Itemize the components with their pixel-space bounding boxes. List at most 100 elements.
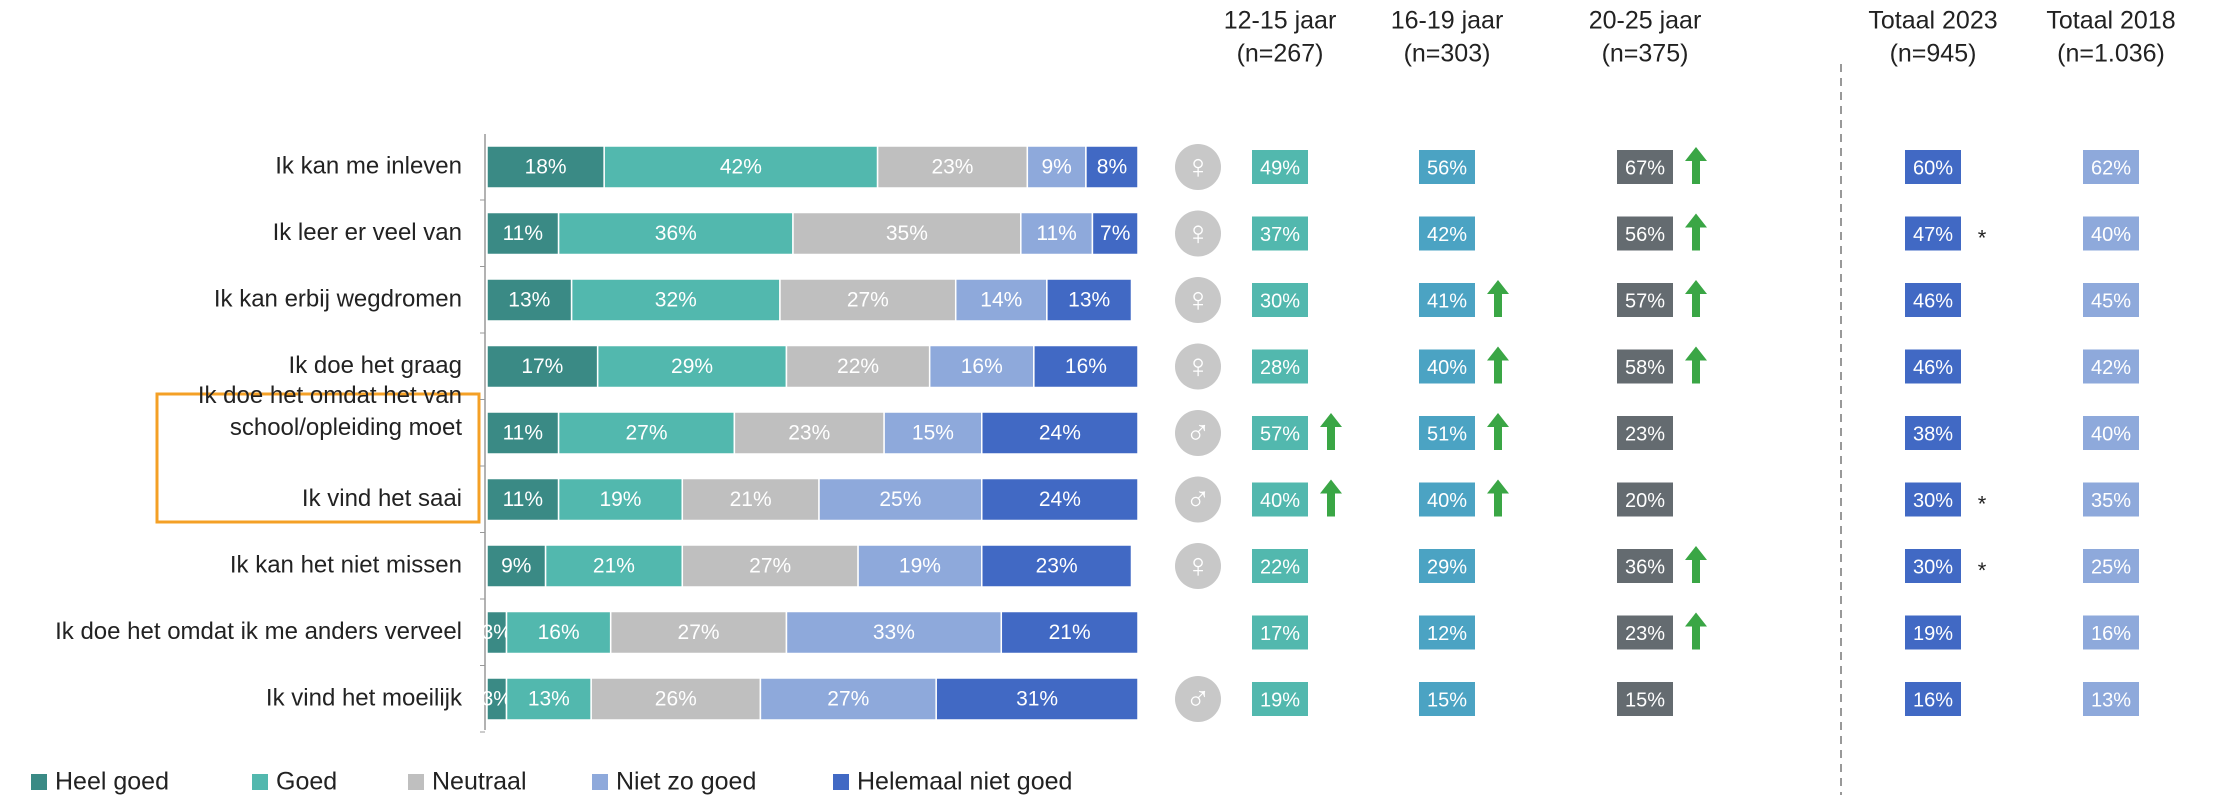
- cell-value: 56%: [1625, 224, 1665, 246]
- legend-swatch: [833, 774, 849, 790]
- cell-box: [1419, 283, 1475, 317]
- up-arrow: [1685, 280, 1707, 317]
- legend-swatch: [408, 774, 424, 790]
- cell-box: [2083, 349, 2139, 384]
- bar-segment: [1020, 211, 1094, 256]
- legend-swatch: [31, 774, 47, 790]
- gender-symbol: ♂: [1185, 414, 1211, 452]
- bar-segment: [1000, 610, 1139, 655]
- bar-value-label: 27%: [847, 289, 889, 312]
- cell-box: [1617, 283, 1673, 317]
- bar-value-label: 27%: [749, 555, 791, 578]
- bar-value-label: 25%: [879, 488, 921, 511]
- bar-value-label: 21%: [730, 488, 772, 511]
- cell-box: [1252, 615, 1308, 650]
- cell-box: [1617, 150, 1673, 184]
- cell-value: 16%: [1913, 689, 1953, 711]
- bar-segment: [505, 677, 592, 721]
- up-arrow: [1320, 413, 1342, 450]
- cell-value: 22%: [1260, 556, 1300, 578]
- bar-value-label: 19%: [599, 488, 641, 511]
- cell-value: 23%: [1625, 623, 1665, 645]
- gender-icon: [1175, 476, 1221, 523]
- category-label: Ik kan me inleven: [275, 152, 462, 179]
- cell-box: [1617, 615, 1673, 650]
- cell-box: [1905, 615, 1961, 650]
- gender-symbol: ♀: [1185, 547, 1211, 585]
- note-mark: *: [1978, 225, 1987, 250]
- cell-box: [1252, 283, 1308, 317]
- column-header: (n=375): [1602, 40, 1689, 68]
- bar-value-label: 3%: [482, 621, 512, 644]
- column-header: (n=303): [1404, 40, 1491, 68]
- cell-value: 12%: [1427, 623, 1467, 645]
- bar-value-label: 23%: [1036, 555, 1078, 578]
- cell-value: 16%: [2091, 623, 2131, 645]
- up-arrow: [1320, 479, 1342, 517]
- category-label: Ik kan erbij wegdromen: [214, 285, 462, 312]
- gender-symbol: ♀: [1185, 347, 1211, 385]
- cell-value: 40%: [1427, 490, 1467, 512]
- legend-label: Niet zo goed: [616, 768, 756, 795]
- bar-value-label: 3%: [482, 688, 512, 711]
- gender-symbol: ♀: [1185, 148, 1211, 186]
- cell-box: [1617, 549, 1673, 583]
- bar-value-label: 21%: [593, 555, 635, 578]
- cell-value: 40%: [2091, 224, 2131, 246]
- bar-segment: [1091, 211, 1139, 256]
- category-label: Ik doe het omdat het van school/opleiding…: [198, 382, 463, 441]
- bar-value-label: 9%: [1041, 156, 1071, 179]
- category-label: Ik doe het omdat ik me anders verveel: [55, 618, 462, 645]
- up-arrow: [1685, 612, 1707, 650]
- bar-value-label: 23%: [931, 156, 973, 179]
- cell-box: [1905, 150, 1961, 184]
- gender-icon: [1175, 277, 1221, 323]
- gender-icon: [1175, 676, 1221, 722]
- bar-segment: [681, 544, 859, 588]
- cell-box: [2083, 150, 2139, 184]
- bar-value-label: 27%: [678, 621, 720, 644]
- bar-value-label: 21%: [1049, 621, 1091, 644]
- up-arrow: [1487, 280, 1509, 317]
- bar-value-label: 15%: [912, 422, 954, 445]
- cell-box: [1252, 549, 1308, 583]
- cell-box: [1617, 349, 1673, 384]
- bar-value-label: 11%: [1036, 222, 1076, 245]
- bar-value-label: 13%: [508, 289, 550, 312]
- bar-value-label: 19%: [899, 555, 941, 578]
- bar-value-label: 11%: [503, 222, 543, 245]
- legend-label: Helemaal niet goed: [857, 768, 1072, 795]
- bar-value-label: 18%: [525, 156, 567, 179]
- cell-box: [1905, 416, 1961, 450]
- column-header: (n=945): [1890, 40, 1977, 68]
- cell-value: 13%: [2091, 689, 2131, 711]
- bar-segment: [486, 278, 573, 322]
- column-header: Totaal 2023: [1868, 7, 1997, 35]
- legend-label: Neutraal: [432, 768, 527, 795]
- note-mark: *: [1978, 558, 1987, 583]
- cell-value: 60%: [1913, 157, 1953, 179]
- cell-value: 67%: [1625, 157, 1665, 179]
- bar-segment: [1026, 145, 1087, 189]
- category-label: Ik vind het saai: [302, 485, 462, 512]
- bar-segment: [779, 278, 957, 322]
- note-mark: *: [1978, 491, 1987, 516]
- gender-symbol: ♂: [1185, 480, 1211, 518]
- bar-value-label: 22%: [837, 355, 879, 378]
- column-header: (n=267): [1237, 40, 1324, 68]
- cell-value: 57%: [1260, 423, 1300, 445]
- bar-value-label: 24%: [1039, 422, 1081, 445]
- cell-value: 25%: [2091, 556, 2131, 578]
- column-header: 20-25 jaar: [1589, 7, 1702, 35]
- cell-box: [1419, 682, 1475, 716]
- bar-segment: [486, 477, 560, 522]
- cell-value: 46%: [1913, 357, 1953, 379]
- cell-value: 62%: [2091, 157, 2131, 179]
- legend-swatch: [592, 774, 608, 790]
- bar-segment: [1046, 278, 1133, 322]
- column-header: 16-19 jaar: [1391, 7, 1504, 35]
- bar-segment: [557, 211, 794, 256]
- bar-value-label: 23%: [788, 422, 830, 445]
- cell-box: [1419, 482, 1475, 517]
